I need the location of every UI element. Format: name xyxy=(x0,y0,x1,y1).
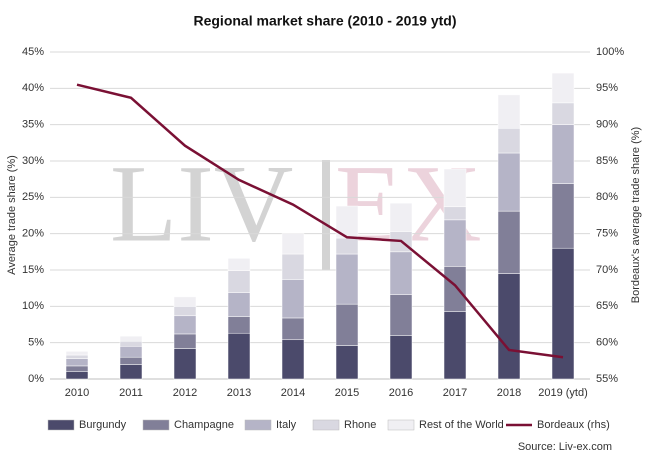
legend-label: Burgundy xyxy=(79,419,127,431)
bar-segment xyxy=(335,345,359,380)
bar-segment xyxy=(389,251,413,295)
legend-label: Bordeaux (rhs) xyxy=(537,419,610,431)
bar-segment xyxy=(551,102,575,125)
bar-segment xyxy=(65,371,89,380)
x-tick-label: 2016 xyxy=(389,387,413,399)
bar-segment xyxy=(65,358,89,367)
bar-segment xyxy=(119,335,143,342)
bar-segment xyxy=(443,266,467,312)
y-tick-label: 0% xyxy=(28,373,44,385)
bar-segment xyxy=(443,311,467,380)
y2-tick-label: 95% xyxy=(596,82,618,94)
y2-tick-label: 90% xyxy=(596,119,618,131)
bar-segment xyxy=(389,294,413,336)
x-tick-label: 2018 xyxy=(497,387,521,399)
bar-segment xyxy=(551,124,575,184)
line xyxy=(76,83,564,359)
y2-tick-label: 80% xyxy=(596,191,618,203)
bar-segment xyxy=(551,72,575,104)
bar-segment xyxy=(497,94,521,129)
bar-segment xyxy=(497,273,521,380)
bar-segment xyxy=(227,316,251,334)
bar-segment xyxy=(281,253,305,280)
y-tick-label: 40% xyxy=(22,82,44,94)
x-tick-label: 2017 xyxy=(443,387,467,399)
bar-segment xyxy=(65,354,89,359)
y-tick-label: 20% xyxy=(22,228,44,240)
bar-segment xyxy=(65,365,89,372)
y2-tick-label: 75% xyxy=(596,228,618,240)
bar-segment xyxy=(281,233,305,255)
bar-segment xyxy=(281,339,305,380)
bar-segment xyxy=(227,292,251,317)
x-tick-label: 2015 xyxy=(335,387,359,399)
legend-swatch xyxy=(387,419,415,431)
bar-segment xyxy=(443,219,467,267)
x-tick-label: 2019 (ytd) xyxy=(538,387,588,399)
y2-tick-label: 55% xyxy=(596,373,618,385)
y-tick-label: 5% xyxy=(28,337,44,349)
bar-segment xyxy=(119,364,143,380)
bar-segment xyxy=(335,303,359,346)
x-tick-label: 2013 xyxy=(227,387,251,399)
legend-label: Champagne xyxy=(174,419,234,431)
bar-segment xyxy=(119,346,143,358)
chart-title: Regional market share (2010 - 2019 ytd) xyxy=(193,13,456,29)
legend-label: Rhone xyxy=(344,419,376,431)
x-tick-label: 2014 xyxy=(281,387,305,399)
bar-segment xyxy=(227,332,251,380)
bar-segment xyxy=(227,258,251,271)
y2-tick-label: 85% xyxy=(596,155,618,167)
bar-segment xyxy=(443,206,467,221)
legend-swatch xyxy=(142,419,170,431)
y2-tick-label: 60% xyxy=(596,337,618,349)
legend-swatch xyxy=(244,419,272,431)
bar-segment xyxy=(227,270,251,293)
y2-axis-title: Bordeaux's average trade share (%) xyxy=(630,127,642,303)
y-tick-label: 30% xyxy=(22,155,44,167)
bar-segment xyxy=(173,296,197,307)
bar-segment xyxy=(281,317,305,341)
bar-segment xyxy=(173,315,197,335)
source: Source: Liv-ex.com xyxy=(518,441,612,453)
y2-tick-label: 65% xyxy=(596,300,618,312)
y2-tick-label: 100% xyxy=(596,46,624,58)
bar-segment xyxy=(173,348,197,380)
watermark: LIV xyxy=(110,142,293,264)
y2-tick-label: 70% xyxy=(596,264,618,276)
legend-label: Italy xyxy=(276,419,297,431)
y-tick-label: 35% xyxy=(22,119,44,131)
bar-segment xyxy=(335,237,359,255)
bar-segment xyxy=(65,351,89,356)
watermark-bar xyxy=(322,160,330,270)
bar-segment xyxy=(497,128,521,154)
bar-segment xyxy=(497,152,521,212)
bar-segment xyxy=(281,279,305,319)
bar-segment xyxy=(335,253,359,305)
bar-segment xyxy=(119,340,143,347)
bar-segment xyxy=(443,168,467,208)
x-tick-label: 2012 xyxy=(173,387,197,399)
bar-segment xyxy=(173,306,197,317)
bar-segment xyxy=(389,335,413,380)
x-tick-label: 2011 xyxy=(119,387,143,399)
y-tick-label: 45% xyxy=(22,46,44,58)
x-tick-label: 2010 xyxy=(65,387,89,399)
bar-segment xyxy=(551,183,575,249)
y-tick-label: 25% xyxy=(22,191,44,203)
legend-swatch xyxy=(312,419,340,431)
bar-segment xyxy=(119,356,143,365)
bar-segment xyxy=(173,333,197,349)
bar-segment xyxy=(551,247,575,380)
y-tick-label: 10% xyxy=(22,300,44,312)
y-axis-title: Average trade share (%) xyxy=(6,155,18,275)
legend-swatch xyxy=(47,419,75,431)
bar-segment xyxy=(497,210,521,274)
y-tick-label: 15% xyxy=(22,264,44,276)
bar-segment xyxy=(389,202,413,232)
legend-label: Rest of the World xyxy=(419,419,504,431)
